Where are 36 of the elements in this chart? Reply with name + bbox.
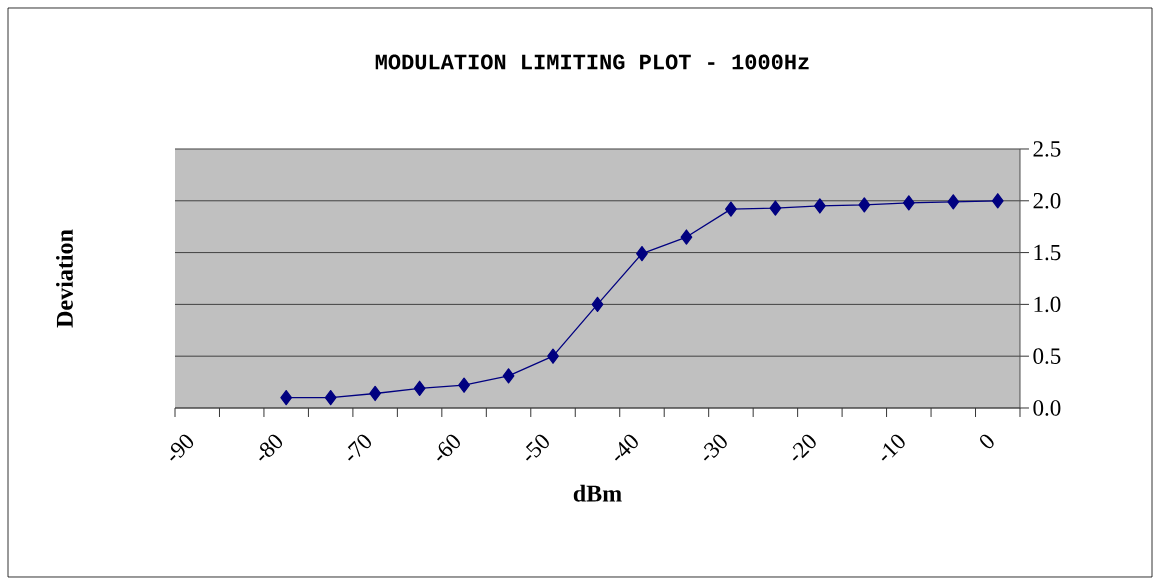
point <box>680 229 693 245</box>
point <box>947 194 960 210</box>
y-tick-label: 1.5 <box>1034 244 1061 261</box>
point <box>502 368 515 384</box>
y-tick-label: 0.5 <box>1033 348 1061 364</box>
y-tick-label: 0.0 <box>1033 400 1061 416</box>
point <box>769 200 782 216</box>
point <box>813 198 826 214</box>
point <box>280 389 293 406</box>
x-axis-title: dBm <box>573 484 622 502</box>
point <box>547 348 559 364</box>
x-tick-label: -50 <box>525 434 549 461</box>
point <box>324 389 337 406</box>
y-tick-label: 1.0 <box>1034 296 1061 313</box>
point <box>636 245 648 262</box>
x-tick-label: -60 <box>437 434 460 461</box>
point <box>902 195 915 211</box>
point <box>591 296 604 313</box>
point <box>413 380 426 396</box>
y-tick-label: 2.5 <box>1033 141 1061 157</box>
chart-title: MODULATION LIMITING PLOT - 1000Hz <box>375 54 809 70</box>
y-tick-label: 2.0 <box>1033 192 1061 209</box>
x-tick-label: -90 <box>170 434 194 461</box>
x-tick-label: 0 <box>980 434 994 449</box>
point <box>858 197 871 213</box>
x-tick-label: -20 <box>792 434 816 461</box>
x-tick-label: -70 <box>347 434 372 461</box>
point <box>369 385 382 402</box>
x-tick-label: -80 <box>259 434 283 461</box>
point <box>991 193 1004 209</box>
x-tick-label: -40 <box>614 434 638 461</box>
x-tick-label: -10 <box>881 434 905 461</box>
x-tick-label: -30 <box>703 434 727 461</box>
y-axis-title: Deviation <box>56 229 73 328</box>
point <box>458 377 470 393</box>
point <box>725 201 737 217</box>
